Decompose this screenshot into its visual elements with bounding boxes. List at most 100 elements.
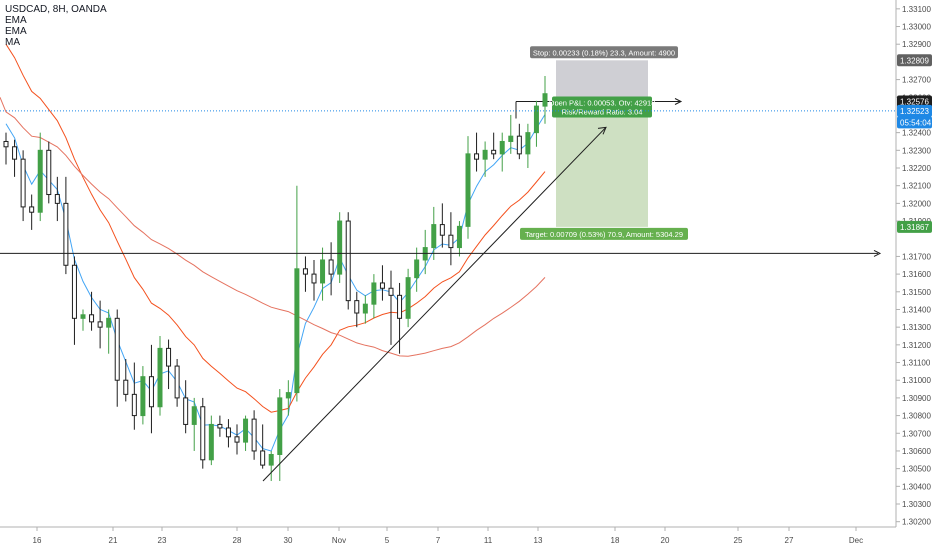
price-axis-label: 1.32809 (897, 54, 932, 67)
ema-slow-line (5, 43, 546, 413)
candle (294, 185, 300, 402)
candle (140, 366, 146, 425)
candle (29, 194, 35, 230)
candle-body (379, 282, 385, 289)
candle (448, 212, 454, 266)
stop-label-text: Stop: 0.00233 (0.18%) 23.3, Amount: 4900 (533, 48, 675, 57)
candle (208, 415, 214, 466)
candle-body (294, 268, 300, 394)
price-tick-label: 1.31700 (902, 252, 931, 261)
time-axis[interactable]: 16 21 23 28 30 Nov 5 7 11 13 18 20 25 27 Dec (0, 526, 896, 545)
legend-ma[interactable]: MA (5, 37, 20, 48)
candle (397, 282, 403, 354)
price-axis-label-text: 1.31867 (900, 223, 929, 232)
entry-arrow (674, 98, 683, 105)
price-tick-label: 1.31400 (902, 305, 931, 314)
candle-body (354, 300, 360, 314)
candle (260, 424, 266, 469)
price-axis-label-box (897, 104, 932, 117)
candle (277, 389, 283, 482)
candle-body (465, 153, 471, 227)
candle-body (234, 436, 240, 443)
candle-body (311, 273, 317, 284)
candle-body (20, 158, 26, 208)
trend-line[interactable] (262, 126, 607, 482)
candle-body (166, 347, 172, 367)
candle (431, 206, 437, 260)
candle (12, 139, 18, 177)
time-tick-label: 30 (284, 536, 293, 545)
candle-body (448, 234, 454, 249)
candle (114, 309, 120, 407)
drawings[interactable] (0, 110, 895, 482)
price-tick-label: 1.32100 (902, 182, 931, 191)
candle (20, 150, 26, 222)
candle-body (474, 153, 480, 160)
candle (499, 132, 505, 172)
candle (183, 380, 189, 434)
price-axis-label-box (897, 116, 932, 129)
legend-ema-fast[interactable]: EMA (5, 15, 27, 26)
candle-body (46, 149, 52, 196)
target-zone[interactable] (556, 101, 648, 227)
target-label-box (520, 227, 688, 240)
candle (456, 221, 462, 257)
candle-body (345, 220, 351, 302)
candle-body (328, 259, 334, 275)
candle-body (63, 202, 69, 266)
candle (508, 114, 514, 154)
price-axis-label: 05:54:04 (897, 116, 932, 129)
time-tick-label: 25 (734, 536, 743, 545)
legend: USDCAD, 8H, OANDA EMA EMA MA (5, 4, 107, 48)
target-label[interactable]: Target: 0.00709 (0.53%) 70.9, Amount: 53… (520, 227, 688, 240)
candle (362, 295, 368, 324)
risk-reward-label-text: Risk/Reward Ratio: 3.04 (562, 108, 643, 117)
candle (533, 100, 539, 147)
price-axis-label: 1.32523 (897, 104, 932, 117)
risk-reward-label-box (552, 105, 652, 118)
candle (439, 203, 445, 248)
candle (37, 132, 43, 222)
candle-body (499, 140, 505, 155)
stop-zone[interactable] (556, 60, 648, 102)
horizontal-level-arrow (873, 249, 882, 257)
stop-label[interactable]: Stop: 0.00233 (0.18%) 23.3, Amount: 4900 (530, 46, 678, 59)
price-tick-label: 1.33100 (902, 5, 931, 14)
chart-title[interactable]: USDCAD, 8H, OANDA (5, 4, 107, 15)
candle-body (217, 423, 223, 429)
candle (337, 212, 343, 283)
price-tick-label: 1.30500 (902, 465, 931, 474)
price-axis-label-text: 1.32576 (900, 98, 929, 107)
candle (516, 123, 522, 160)
candle-body (123, 379, 129, 395)
candle-body (439, 224, 445, 236)
time-tick-label: 20 (661, 536, 670, 545)
price-tick-label: 1.32400 (902, 129, 931, 138)
target-label-text: Target: 0.00709 (0.53%) 70.9, Amount: 53… (525, 230, 683, 239)
candle (54, 176, 60, 222)
position-tool[interactable]: Stop: 0.00233 (0.18%) 23.3, Amount: 4900… (515, 46, 688, 240)
risk-reward-label[interactable]: Risk/Reward Ratio: 3.04 (552, 105, 652, 118)
candle (465, 136, 471, 239)
candle (474, 132, 480, 172)
candle (131, 362, 137, 430)
price-tick-label: 1.32700 (902, 76, 931, 85)
candle-body (131, 393, 137, 417)
time-tick-label: Nov (332, 536, 346, 545)
price-tick-label: 1.30300 (902, 500, 931, 509)
price-tick-label: 1.31000 (902, 376, 931, 385)
candle (200, 397, 206, 469)
legend-ema-slow[interactable]: EMA (5, 26, 27, 37)
candle-body (362, 303, 368, 314)
candle-body (542, 93, 548, 107)
candle (157, 336, 163, 416)
time-tick-label: 21 (109, 536, 118, 545)
time-tick-label: 5 (385, 536, 390, 545)
ma-line (0, 97, 546, 357)
candle-body (148, 376, 154, 408)
candle (71, 256, 77, 345)
candle (302, 256, 308, 292)
